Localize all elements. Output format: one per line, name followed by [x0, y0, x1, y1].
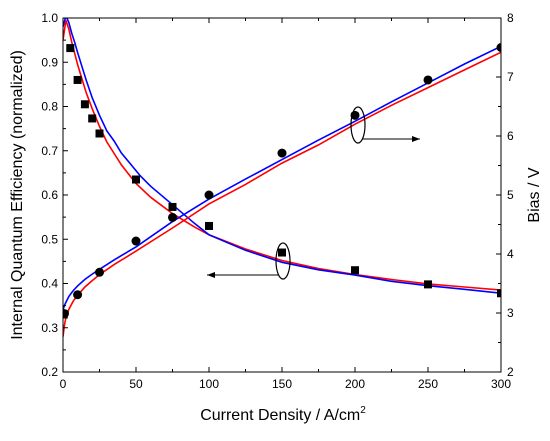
- data-point-circle: [131, 236, 141, 246]
- series-line-3: [63, 18, 501, 294]
- data-point-square: [73, 75, 82, 84]
- bias-annotation-arrow-head: [412, 136, 420, 142]
- data-point-square: [497, 289, 501, 298]
- y-right-tick-label: 3: [507, 306, 514, 320]
- y-left-tick-label: 0.5: [41, 232, 58, 246]
- iqe-annotation-arrow-head: [207, 272, 215, 278]
- data-point-square: [205, 221, 213, 230]
- x-tick-label: 300: [491, 377, 511, 391]
- x-axis-title-superscript: 2: [360, 405, 366, 416]
- bias-annotation-ellipse: [350, 106, 366, 144]
- x-tick-label: 150: [272, 377, 292, 391]
- x-axis-title: Current Density / A/cm2: [200, 405, 366, 424]
- axes: 0 50 100 150 200 250 300 0.2 0.3 0.4 0.5 0.6 0.7 0.8 0…: [41, 11, 514, 391]
- y-right-tick-label: 7: [507, 70, 514, 84]
- y-right-tick-label: 4: [507, 247, 514, 261]
- y-right-tick-label: 2: [507, 365, 514, 379]
- data-point-circle: [277, 148, 287, 158]
- y-left-tick-label: 0.3: [41, 321, 58, 335]
- data-point-square: [168, 202, 177, 211]
- y-left-tick-label: 0.2: [41, 365, 58, 379]
- data-point-square: [88, 114, 97, 123]
- y-right-tick-label: 8: [507, 11, 514, 25]
- annotations: [207, 106, 420, 280]
- x-axis-title-text: Current Density / A/cm: [200, 407, 360, 424]
- y-left-tick-label: 0.9: [41, 55, 58, 69]
- iqe-annotation-ellipse: [275, 242, 291, 280]
- x-tick-label: 250: [418, 377, 438, 391]
- data-point-circle: [423, 75, 433, 85]
- y-left-tick-label: 0.4: [41, 277, 58, 291]
- data-point-circle: [95, 267, 104, 277]
- y-right-tick-label: 5: [507, 188, 514, 202]
- y-right-axis-title: Bias / V: [526, 167, 543, 222]
- plot-frame: [62, 17, 502, 373]
- x-tick-label: 200: [345, 377, 365, 391]
- data-point-square: [424, 280, 432, 289]
- series-line-5: [63, 45, 501, 311]
- data-point-square: [80, 100, 89, 109]
- x-tick-label: 100: [199, 377, 219, 391]
- data-point-square: [66, 44, 75, 53]
- data-point-circle: [204, 190, 214, 200]
- data-point-square: [278, 248, 286, 257]
- plot-area: [63, 18, 501, 337]
- data-point-square: [132, 175, 140, 184]
- x-tick-label: 50: [129, 377, 143, 391]
- y-right-tick-label: 6: [507, 129, 514, 143]
- y-left-axis-title: Internal Quantum Efficiency (normalized): [9, 50, 26, 340]
- y-left-tick-label: 0.6: [41, 188, 58, 202]
- x-tick-label: 0: [60, 377, 67, 391]
- data-point-circle: [73, 290, 83, 300]
- data-point-circle: [168, 212, 177, 222]
- data-point-circle: [63, 309, 69, 319]
- y-left-tick-label: 0.8: [41, 100, 58, 114]
- y-left-tick-label: 0.7: [41, 144, 58, 158]
- y-left-tick-label: 1.0: [41, 11, 58, 25]
- data-point-square: [95, 129, 104, 138]
- data-point-square: [351, 266, 359, 275]
- series-line-4: [63, 51, 501, 337]
